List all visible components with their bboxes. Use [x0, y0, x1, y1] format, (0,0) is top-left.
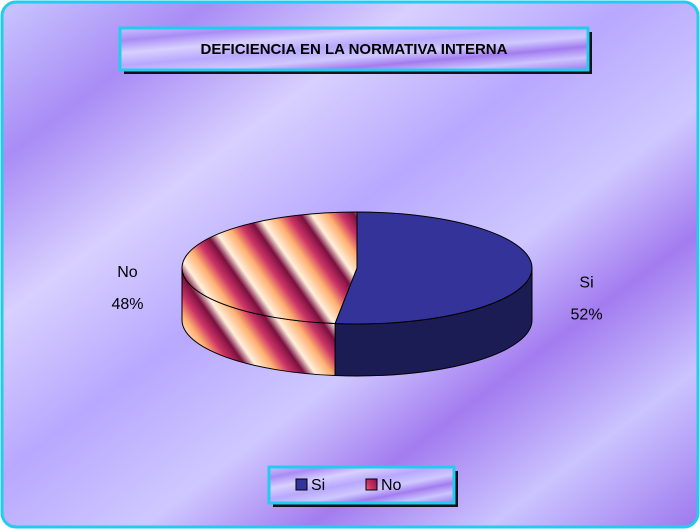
legend-label: No [381, 477, 402, 494]
legend-swatch [295, 478, 308, 491]
chart-title: DEFICIENCIA EN LA NORMATIVA INTERNA [201, 41, 508, 58]
slice-label: Si [579, 275, 593, 292]
legend-swatch [365, 478, 378, 491]
slice-value-label: 48% [111, 296, 143, 313]
slice [181, 211, 358, 325]
title-box [118, 26, 590, 72]
slice [334, 211, 533, 325]
slice-value-label: 52% [571, 307, 603, 324]
slice-label: No [117, 264, 138, 281]
legend-label: Si [311, 477, 325, 494]
